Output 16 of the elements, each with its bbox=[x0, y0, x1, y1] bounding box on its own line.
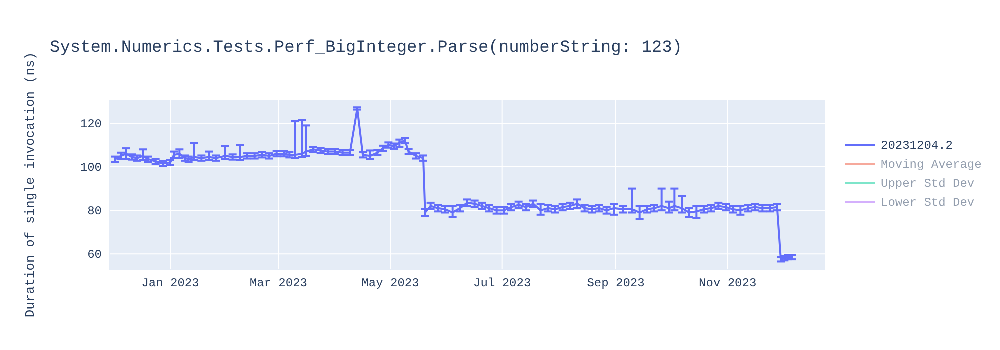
y-tick-label: 120 bbox=[80, 117, 102, 132]
x-tick-label: Jul 2023 bbox=[474, 276, 532, 291]
y-tick-label: 100 bbox=[80, 160, 102, 175]
x-tick-label: Mar 2023 bbox=[250, 276, 308, 291]
legend-label: Upper Std Dev bbox=[881, 177, 975, 191]
legend-label: Lower Std Dev bbox=[881, 196, 975, 210]
x-tick-label: Sep 2023 bbox=[587, 276, 645, 291]
y-axis-title: Duration of single invocation (ns) bbox=[23, 52, 38, 318]
x-tick-label: Jan 2023 bbox=[142, 276, 200, 291]
x-tick-label: May 2023 bbox=[362, 276, 420, 291]
chart-title: System.Numerics.Tests.Perf_BigInteger.Parse(numberString: 123) bbox=[50, 39, 683, 58]
y-tick-label: 60 bbox=[88, 248, 102, 262]
y-tick-label: 80 bbox=[88, 204, 102, 218]
legend-label: Moving Average bbox=[881, 158, 982, 172]
x-tick-label: Nov 2023 bbox=[699, 276, 757, 291]
legend-label: 20231204.2 bbox=[881, 139, 954, 153]
